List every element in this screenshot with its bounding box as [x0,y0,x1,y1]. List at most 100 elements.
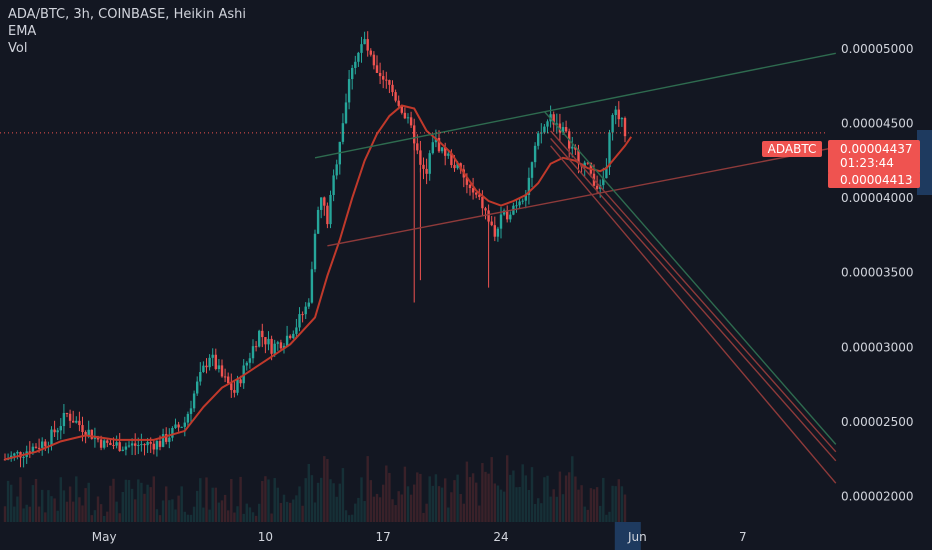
candle-body [530,162,534,178]
x-tick-label: Jun [627,530,647,544]
volume-bar [431,485,434,522]
volume-bar [31,485,35,522]
volume-bar [366,456,369,522]
candle-body [65,413,69,415]
volume-bar [468,477,472,522]
candle-body [90,429,93,439]
volume-bar [270,513,273,522]
volume-bar [96,496,100,522]
volume-bar [28,506,31,522]
volume-bar [577,489,580,522]
candle-body [75,420,78,423]
candle-body [595,185,599,189]
candle-body [444,147,447,156]
y-tick-label: 0.00003000 [841,340,914,354]
volume-bar [267,479,270,522]
volume-bar [332,483,335,522]
candle-body [409,117,413,126]
volume-bar [372,496,376,522]
candle-body [605,167,608,179]
volume-bar [143,493,146,522]
volume-bar [68,486,72,522]
candle-body [540,132,543,134]
volume-bar [592,489,596,522]
volume-bar [444,478,447,522]
candle-body [295,327,298,334]
volume-bar [273,478,276,522]
volume-bar [211,487,214,522]
candle-body [406,117,410,119]
volume-bar [168,500,171,522]
trend-line-fork-upper [543,111,837,445]
volume-bar [177,495,180,522]
candle-body [456,163,459,169]
x-tick-label: 10 [258,530,273,544]
volume-bar [568,472,571,522]
candle-body [431,142,434,154]
volume-bar [413,484,416,522]
volume-bar [527,489,531,522]
volume-bar [400,494,403,522]
candle-body [502,210,506,215]
volume-bar [378,497,382,522]
candle-body [527,177,531,195]
volume-bar [481,463,484,522]
volume-bar [344,510,348,522]
candle-body [158,441,162,447]
volume-bar [50,496,53,522]
candle-body [99,439,103,448]
last-price-tag: 0.00004437 01:23:44 [828,140,920,174]
volume-bar [310,475,314,522]
candle-body [81,425,84,432]
legend-ema[interactable]: EMA [8,24,37,39]
volume-bar [19,477,22,522]
price-axis-panel[interactable] [828,0,932,550]
volume-bar [37,506,41,522]
candle-body [614,109,617,115]
volume-bar [118,513,121,522]
trend-lines-layer[interactable] [314,52,837,484]
trend-line-fork-mid-1 [550,130,837,453]
candle-body [236,379,239,393]
volume-bar [382,484,385,522]
volume-bar [3,506,7,522]
candle-body [34,446,38,448]
volume-bar [403,466,407,522]
volume-bar [338,483,341,522]
volume-bar [72,501,75,522]
volume-bar [99,504,103,522]
volume-bar [518,486,521,522]
candle-body [450,153,453,166]
legend-vol[interactable]: Vol [8,41,28,56]
candle-body [251,346,255,359]
volume-bar [595,487,599,522]
volume-bar [186,514,190,522]
volume-bar [335,496,338,522]
volume-bar [506,455,509,522]
volume-bar [220,500,224,522]
candle-body [521,200,524,202]
volume-bar [375,493,379,522]
candle-body [106,440,109,443]
candle-body [555,123,558,125]
trend-line-upper-channel [314,52,836,159]
volume-bar [363,501,366,522]
candle-body [440,147,444,152]
candle-body [130,443,134,446]
volume-bar [242,513,245,522]
y-tick-label: 0.00005000 [841,42,914,56]
candle-body [506,210,509,220]
candle-body [623,118,627,137]
legend-symbol-line[interactable]: ADA/BTC, 3h, COINBASE, Heikin Ashi [8,7,246,22]
trend-line-fork-lower [550,145,837,484]
candle-body [403,112,407,119]
volume-bar [75,476,78,522]
x-tick-label: 7 [739,530,747,544]
candle-body [127,445,131,447]
volume-bar [44,512,47,522]
candle-body [140,444,143,446]
candle-body [248,358,252,363]
volume-bar [369,480,372,522]
